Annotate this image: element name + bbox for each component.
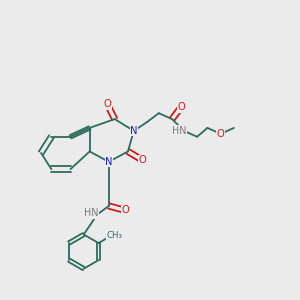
Text: N: N xyxy=(130,126,138,136)
Text: HN: HN xyxy=(172,126,187,136)
Text: O: O xyxy=(103,99,111,110)
Text: N: N xyxy=(105,157,112,167)
Text: CH₃: CH₃ xyxy=(107,231,123,240)
Text: O: O xyxy=(139,155,146,165)
Text: O: O xyxy=(121,206,129,215)
Text: O: O xyxy=(217,129,224,139)
Text: HN: HN xyxy=(85,208,99,218)
Text: O: O xyxy=(177,102,185,112)
